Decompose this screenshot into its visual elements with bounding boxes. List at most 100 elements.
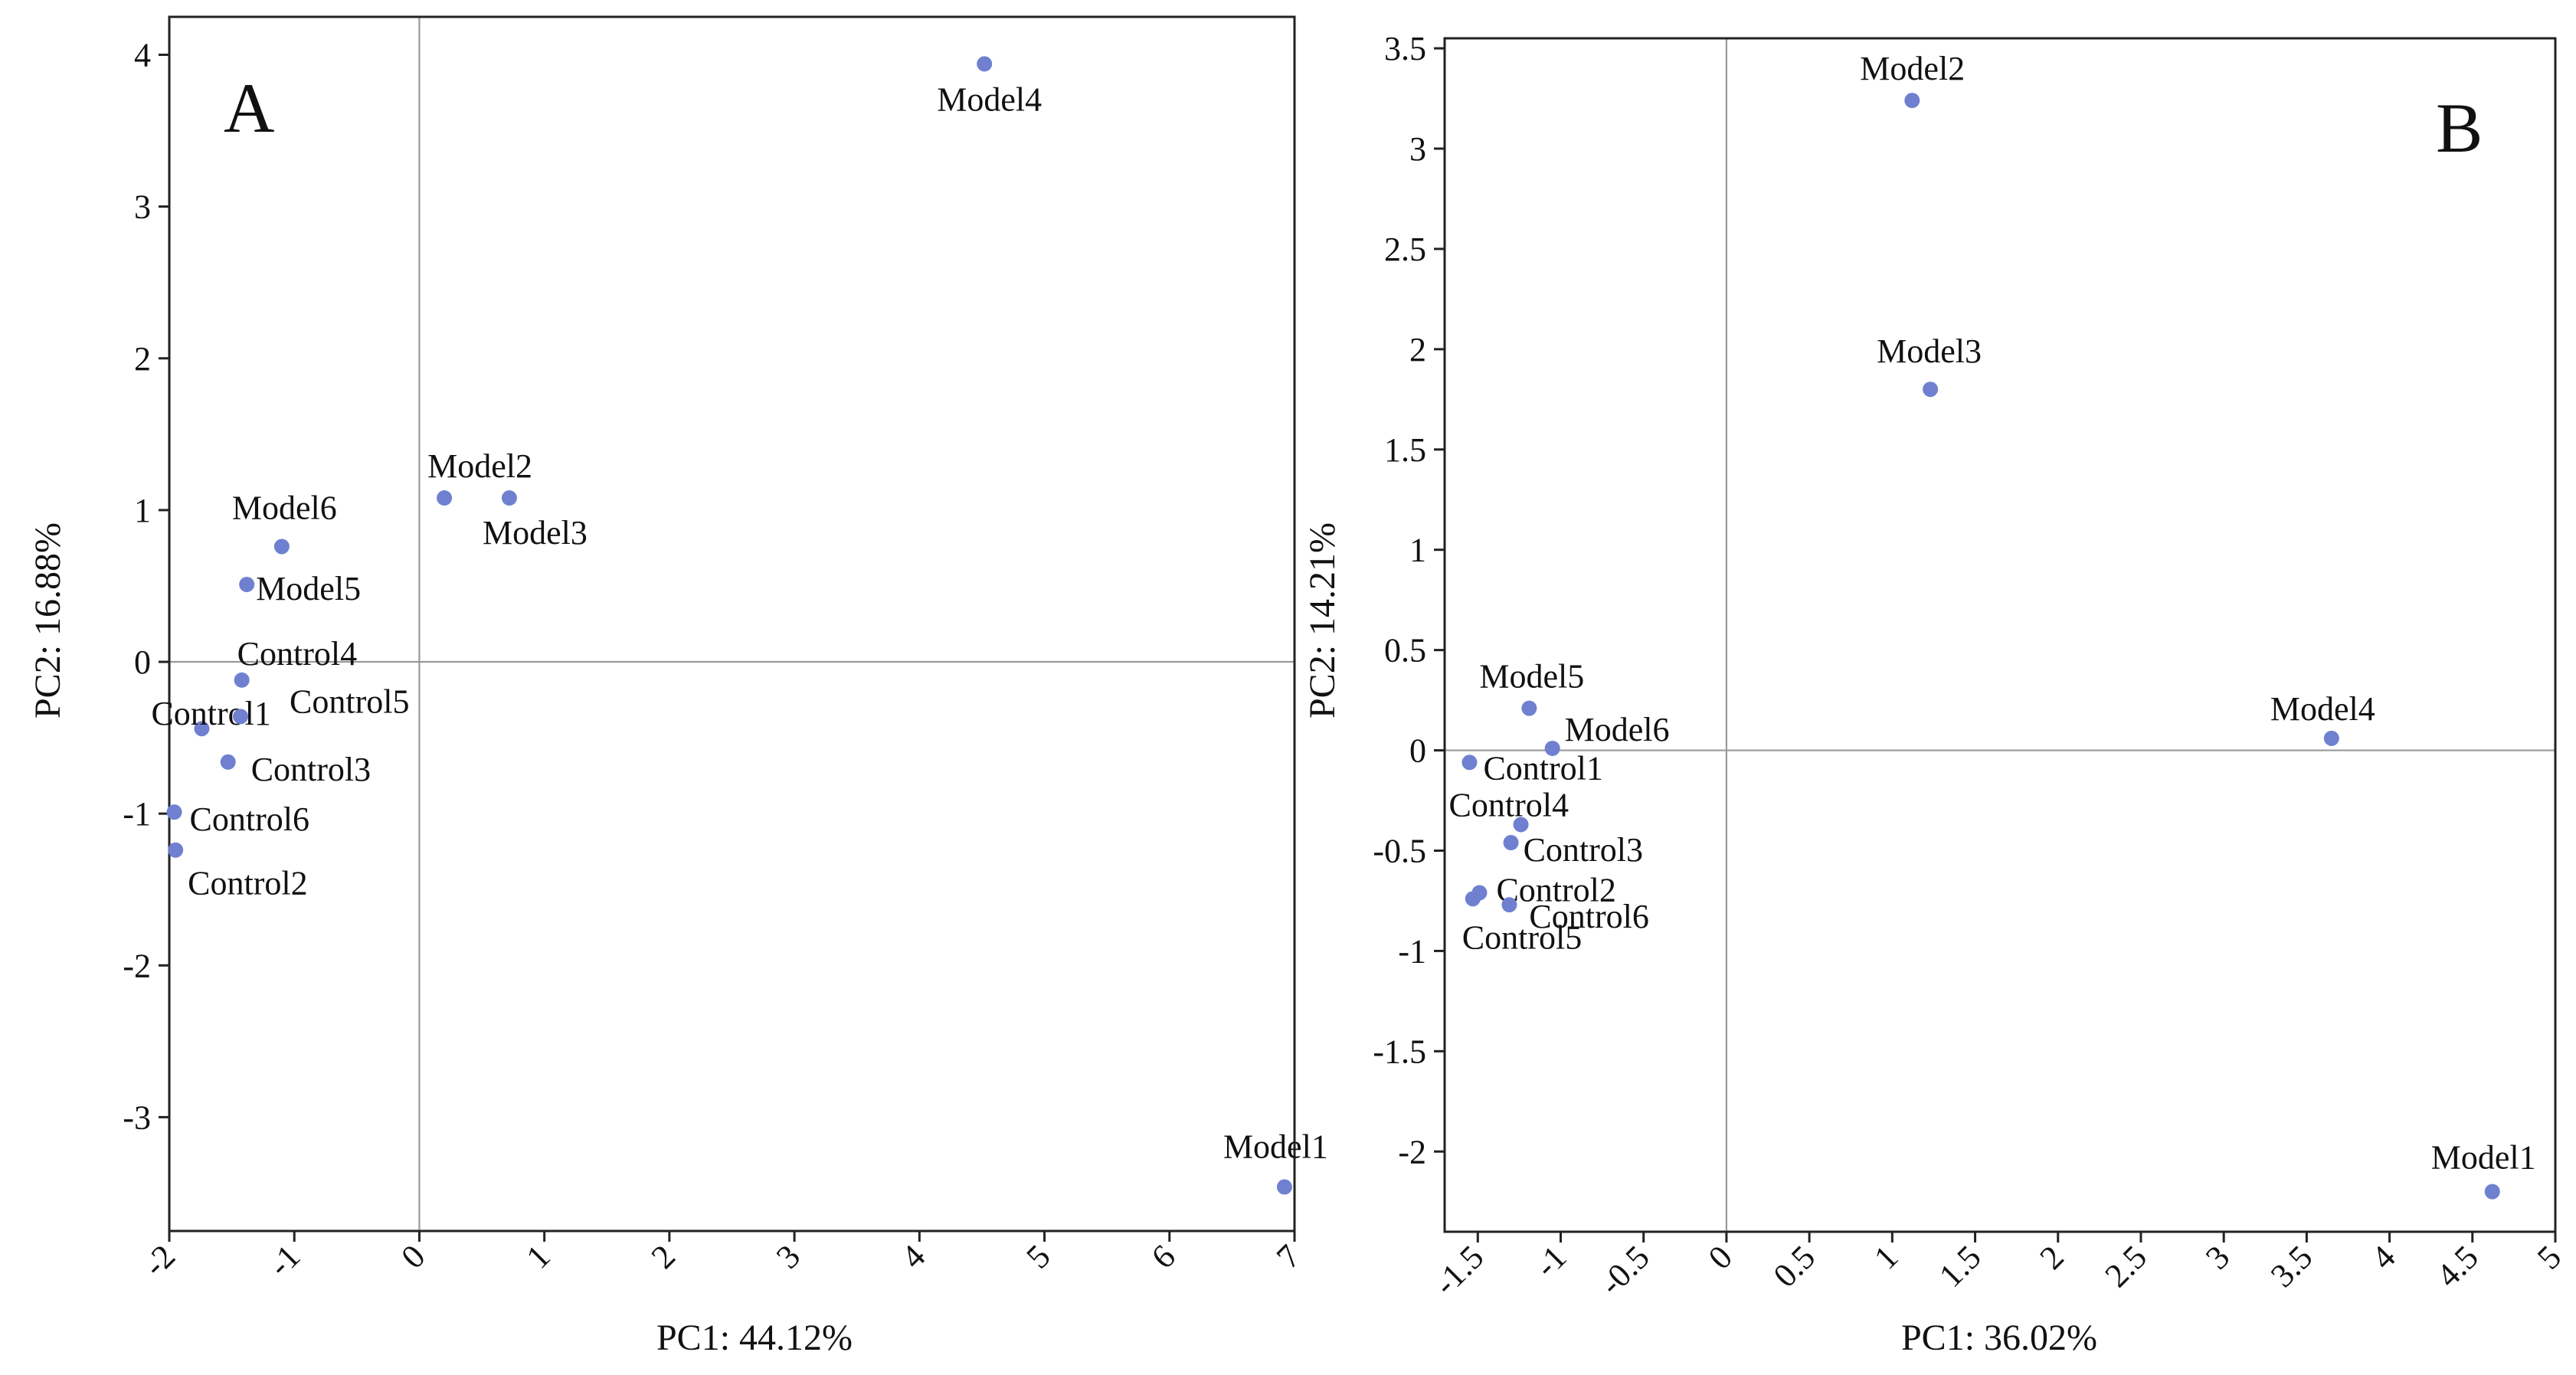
panel-b-point-model3 (1923, 381, 1939, 398)
panel-b-point-control5 (1465, 891, 1481, 907)
panel-b-x-axis-label: PC1: 36.02% (1901, 1318, 2097, 1358)
panel-b-point-control6 (1501, 897, 1517, 913)
panel-a-point-label-model5: Model5 (256, 570, 361, 607)
panel-b-x-tick-label: 0.5 (1766, 1238, 1823, 1295)
panel-b-plot-frame (1443, 37, 2557, 1233)
panel-a-point-model3 (501, 490, 517, 506)
panel-a-x-tick-label: 5 (1019, 1237, 1057, 1275)
panel-b-chart: -2-1.5-1-0.500.511.522.533.5-1.5 -1 -0.5 0 0… (1302, 30, 2568, 1358)
panel-b-x-tick-label: 2 (2033, 1238, 2071, 1276)
panel-b-point-control3 (1503, 835, 1519, 851)
panel-a-x-tick-label: -2 (136, 1237, 183, 1284)
panel-b-y-tick-label: 0 (1409, 732, 1426, 770)
panel-b-y-tick-label: -2 (1398, 1133, 1426, 1170)
panel-a-point-control2 (168, 842, 184, 858)
panel-b-point-control1 (1461, 755, 1478, 771)
panel-a-point-label-control3: Control3 (251, 751, 371, 788)
panel-a-letter: A (224, 69, 274, 147)
panel-a-point-label-control4: Control4 (237, 635, 357, 673)
panel-b-point-model2 (1904, 93, 1920, 109)
panel-b-point-label-model5: Model5 (1479, 658, 1584, 696)
panel-a-point-label-control5: Control5 (290, 683, 409, 720)
panel-b-y-tick-label: -1.5 (1373, 1033, 1426, 1070)
panel-a-x-tick-label: -1 (261, 1237, 308, 1284)
panel-a-y-tick-label: 2 (134, 340, 151, 378)
panel-b-point-label-model1: Model1 (2431, 1139, 2536, 1177)
panel-a-point-model1 (1276, 1179, 1292, 1195)
panel-b-y-tick-label: -1 (1398, 932, 1426, 970)
panel-a-y-tick-label: 4 (134, 37, 151, 74)
panel-a-y-tick-label: 3 (134, 188, 151, 226)
panel-b-point-model1 (2484, 1183, 2500, 1200)
panel-a-point-model4 (977, 56, 993, 72)
panel-a-x-tick-label: 4 (894, 1237, 932, 1275)
panel-b-point-label-model6: Model6 (1565, 711, 1670, 748)
panel-a-point-control1 (194, 721, 210, 737)
panel-a-point-control5 (233, 709, 249, 725)
panel-b-y-tick-label: 1.5 (1384, 431, 1426, 469)
panel-a-x-tick-label: 1 (519, 1237, 558, 1275)
panel-a-point-label-model3: Model3 (483, 514, 588, 552)
panel-b-x-tick-label: 2.5 (2097, 1238, 2154, 1295)
panel-b-x-tick-label: 4 (2364, 1238, 2402, 1276)
panel-a-x-tick-label: 0 (394, 1237, 432, 1275)
panel-a-point-control3 (220, 754, 236, 770)
panel-a-plot-frame (168, 15, 1296, 1233)
panel-b-y-tick-label: 0.5 (1384, 632, 1426, 669)
panel-b-x-tick-label: -0.5 (1592, 1238, 1657, 1302)
panel-b-point-label-model3: Model3 (1877, 332, 1982, 370)
panel-a-y-tick-label: 0 (134, 643, 151, 681)
panel-a-x-tick-label: 3 (769, 1237, 807, 1275)
panel-a-point-label-model4: Model4 (937, 80, 1042, 118)
panel-b-point-label-control4: Control4 (1449, 786, 1569, 823)
panel-a-x-axis-label: PC1: 44.12% (656, 1318, 853, 1358)
panel-a-point-model6 (273, 539, 290, 555)
panel-a-point-model2 (437, 490, 453, 506)
panel-b-y-tick-label: -0.5 (1373, 832, 1426, 869)
panel-b-y-tick-label: 2 (1409, 331, 1426, 368)
panel-b-x-tick-label: 1.5 (1932, 1238, 1988, 1295)
panel-b-y-axis-label: PC2: 14.21% (1302, 522, 1343, 719)
panel-b-x-tick-label: -1 (1527, 1238, 1574, 1285)
panel-b-point-label-control5: Control5 (1462, 918, 1582, 956)
panel-a-chart: -3 -2 -1 0 1 2 3 4 -2 -1 0 1 2 3 4 5 6 7 PC1: 44.12% PC2: 1… (28, 15, 1328, 1358)
panel-a-point-label-model2: Model2 (427, 447, 532, 485)
panel-b-point-label-model4: Model4 (2270, 690, 2375, 728)
panel-b-point-model5 (1521, 700, 1537, 716)
panel-a-y-tick-label: -1 (123, 795, 151, 833)
panel-b-x-tick-label: 3 (2198, 1238, 2237, 1276)
panel-b-x-tick-label: 5 (2530, 1238, 2568, 1276)
panel-b-x-tick-label: 3.5 (2263, 1238, 2320, 1295)
panel-b-point-control4 (1513, 817, 1529, 833)
panel-b-x-tick-label: 1 (1867, 1238, 1905, 1276)
panel-a-x-tick-label: 6 (1144, 1237, 1183, 1275)
panel-a-point-label-model6: Model6 (232, 489, 337, 526)
panel-a-point-label-model1: Model1 (1223, 1128, 1328, 1166)
panel-b-y-tick-label: 3.5 (1384, 30, 1426, 67)
panel-b-x-tick-label: 4.5 (2429, 1238, 2486, 1295)
panel-a-point-label-control6: Control6 (190, 800, 309, 838)
panel-b-x-tick-label: 0 (1701, 1238, 1740, 1276)
panel-b-point-label-model2: Model2 (1860, 50, 1965, 87)
panel-b-y-tick-label: 2.5 (1384, 231, 1426, 268)
panel-b-point-label-control3: Control3 (1524, 831, 1643, 869)
panel-b-point-model4 (2323, 730, 2339, 746)
panel-b-x-tick-label: -1.5 (1426, 1238, 1491, 1302)
panel-a-y-tick-label: 1 (134, 492, 151, 529)
panel-b-point-model6 (1544, 740, 1560, 756)
panel-b-point-label-control1: Control1 (1483, 749, 1602, 787)
panel-a-y-tick-label: -3 (123, 1098, 151, 1136)
panel-a-point-label-control2: Control2 (188, 865, 307, 902)
panel-b-y-tick-label: 3 (1409, 130, 1426, 168)
panel-b-y-tick-label: 1 (1409, 532, 1426, 569)
panel-a-point-label-control1: Control1 (151, 695, 270, 732)
panel-b-letter: B (2436, 89, 2483, 167)
panel-a-point-model5 (239, 576, 255, 592)
panel-a-point-control6 (166, 804, 182, 820)
panel-b-point-label-control6: Control6 (1529, 898, 1648, 935)
panel-a-x-tick-label: 2 (644, 1237, 682, 1275)
panel-a-x-tick-label: 7 (1269, 1237, 1308, 1275)
panel-a-y-tick-label: -2 (123, 947, 151, 984)
panel-a-y-axis-label: PC2: 16.88% (28, 522, 68, 719)
